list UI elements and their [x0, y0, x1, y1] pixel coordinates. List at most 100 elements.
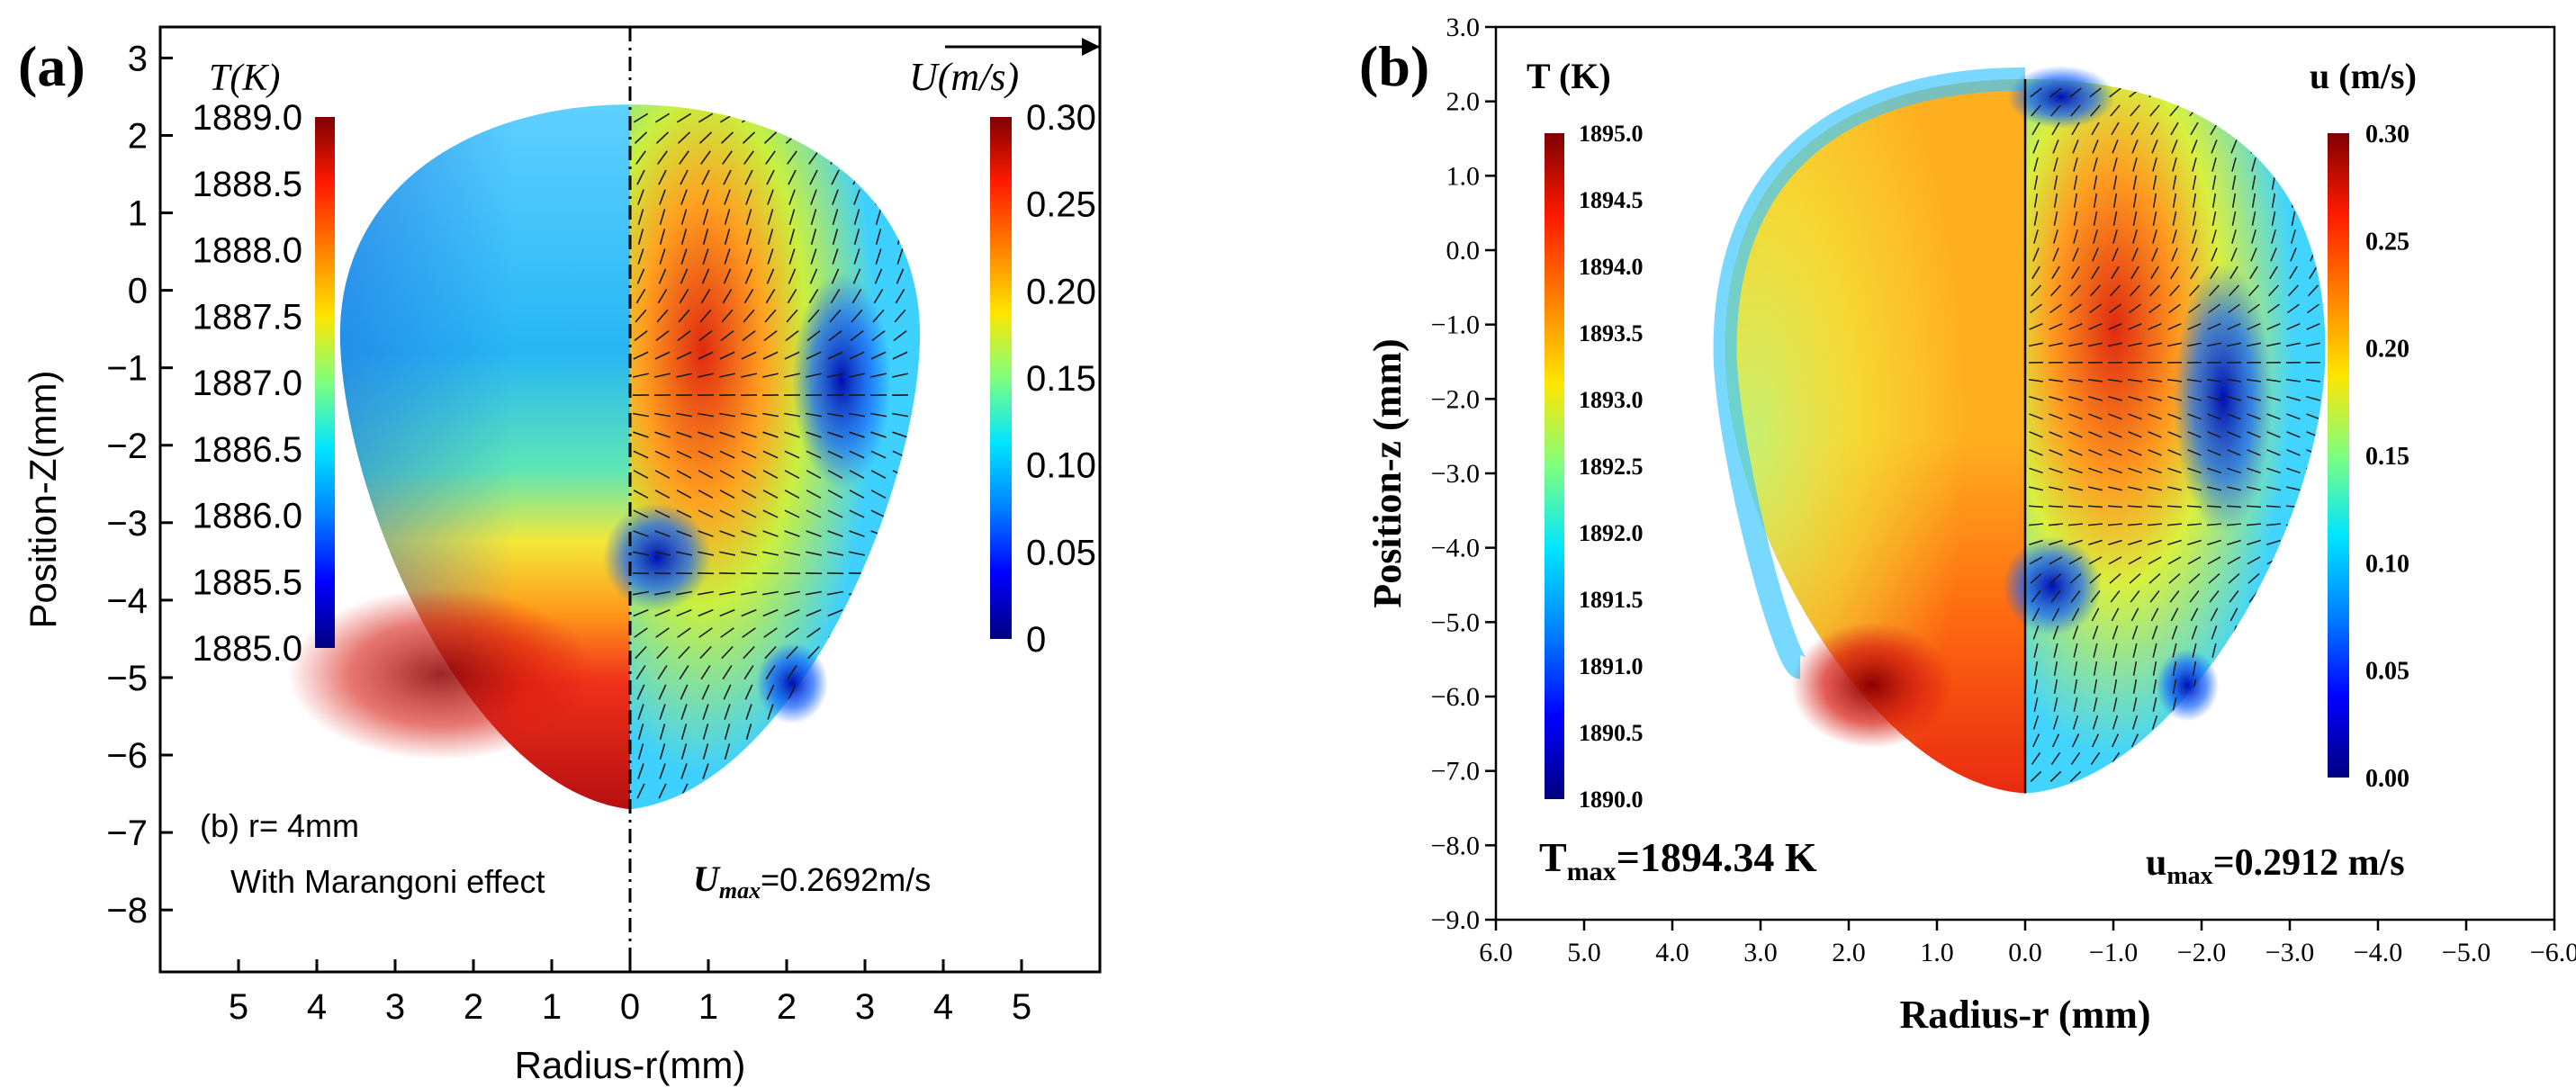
velocity-arrow — [784, 373, 800, 378]
velocity-arrow — [809, 268, 818, 284]
velocity-arrow — [849, 450, 865, 459]
velocity-arrow — [2247, 556, 2261, 565]
velocity-arrow — [2152, 229, 2157, 244]
velocity-arrow — [741, 509, 757, 518]
velocity-arrow — [2073, 211, 2078, 226]
velocity-arrow — [2211, 247, 2218, 262]
velocity-arrow — [2305, 378, 2321, 382]
velocity-arrow — [2112, 193, 2118, 208]
velocity-arrow — [2087, 505, 2103, 508]
velocity-arrow — [2186, 505, 2202, 508]
velocity-arrow — [896, 743, 904, 760]
velocity-arrow — [762, 590, 779, 596]
velocity-arrow — [2052, 139, 2059, 154]
velocity-arrow — [676, 490, 692, 499]
velocity-arrow — [2073, 679, 2078, 694]
velocity-arrow — [2069, 770, 2082, 782]
velocity-arrow — [2266, 342, 2281, 347]
velocity-arrow — [2171, 625, 2178, 640]
temperature-colorbar-tick: 1890.0 — [1579, 787, 1644, 813]
velocity-arrow — [832, 248, 839, 265]
velocity-arrow — [2307, 770, 2319, 782]
velocity-arrow — [2093, 679, 2098, 694]
velocity-arrow — [679, 665, 689, 680]
velocity-arrow — [2307, 303, 2319, 314]
velocity-arrow — [2248, 751, 2259, 765]
velocity-arrow — [2211, 139, 2218, 154]
y-tick-label: 2 — [128, 116, 148, 156]
velocity-arrow — [2131, 139, 2139, 154]
velocity-arrow — [698, 590, 714, 596]
velocity-arrow — [2089, 303, 2102, 314]
velocity-arrow — [700, 150, 711, 165]
velocity-arrow — [765, 288, 776, 304]
velocity-arrow — [2149, 284, 2160, 297]
velocity-colorbar-tick: 0.05 — [2365, 658, 2409, 686]
velocity-arrow — [2305, 505, 2321, 508]
velocity-arrow — [870, 470, 887, 480]
velocity-arrow — [2289, 121, 2298, 136]
temperature-colorbar-tick: 1888.0 — [193, 231, 302, 271]
velocity-arrow — [676, 608, 692, 617]
velocity-arrow — [762, 431, 779, 438]
velocity-arrow — [850, 627, 864, 638]
velocity-arrow — [788, 743, 796, 760]
velocity-arrow — [637, 763, 644, 779]
velocity-arrow — [680, 229, 688, 245]
velocity-arrow — [832, 763, 839, 779]
velocity-arrow — [2093, 175, 2098, 190]
velocity-arrow — [2048, 505, 2064, 508]
velocity-arrow — [2128, 342, 2142, 347]
velocity-arrow — [875, 189, 882, 205]
velocity-arrow — [2049, 486, 2063, 491]
velocity-arrow — [892, 490, 908, 499]
velocity-arrow — [745, 209, 752, 225]
velocity-arrow — [872, 309, 885, 323]
velocity-arrow — [745, 724, 752, 740]
velocity-arrow — [698, 373, 714, 378]
velocity-arrow — [2308, 590, 2319, 603]
velocity-arrow — [2029, 486, 2043, 491]
velocity-arrow — [698, 608, 714, 617]
x-tick-label: 5 — [229, 987, 248, 1027]
velocity-arrow — [2310, 175, 2316, 190]
velocity-arrow — [2288, 590, 2299, 603]
velocity-arrow — [2148, 486, 2162, 491]
velocity-arrow — [831, 268, 840, 284]
velocity-arrow — [787, 665, 797, 680]
velocity-arrow — [875, 248, 882, 265]
velocity-arrow — [2148, 342, 2162, 347]
velocity-arrow — [2151, 139, 2158, 154]
velocity-arrow — [2130, 104, 2140, 117]
velocity-arrow — [633, 590, 649, 596]
velocity-arrow — [2048, 523, 2064, 526]
velocity-arrow — [2068, 342, 2083, 347]
velocity-arrow — [767, 229, 774, 245]
velocity-arrow — [2151, 247, 2158, 262]
velocity-arrow — [767, 248, 774, 265]
velocity-arrow — [741, 590, 757, 596]
velocity-arrow — [680, 189, 688, 205]
velocity-arrow — [2287, 573, 2300, 584]
velocity-arrow — [892, 373, 908, 378]
velocity-arrow — [635, 665, 646, 680]
velocity-arrow — [788, 724, 796, 740]
umax-value: =0.2692m/s — [761, 861, 931, 898]
velocity-arrow — [2072, 139, 2079, 154]
velocity-arrow — [2206, 378, 2222, 382]
velocity-arrow — [2029, 539, 2043, 545]
velocity-arrow — [892, 351, 908, 360]
velocity-arrow — [659, 704, 666, 720]
velocity-arrow — [2148, 87, 2161, 98]
umax-annotation: umax=0.2912 m/s — [2146, 842, 2405, 890]
velocity-arrow — [2131, 715, 2139, 730]
velocity-arrow — [766, 268, 775, 284]
velocity-arrow — [2029, 322, 2043, 330]
velocity-arrow — [2190, 733, 2199, 748]
velocity-arrow — [2265, 378, 2282, 382]
velocity-arrow — [871, 131, 886, 144]
velocity-arrow — [698, 112, 714, 123]
velocity-arrow — [659, 724, 666, 740]
velocity-arrow — [2067, 523, 2084, 526]
velocity-arrow — [2167, 322, 2182, 330]
